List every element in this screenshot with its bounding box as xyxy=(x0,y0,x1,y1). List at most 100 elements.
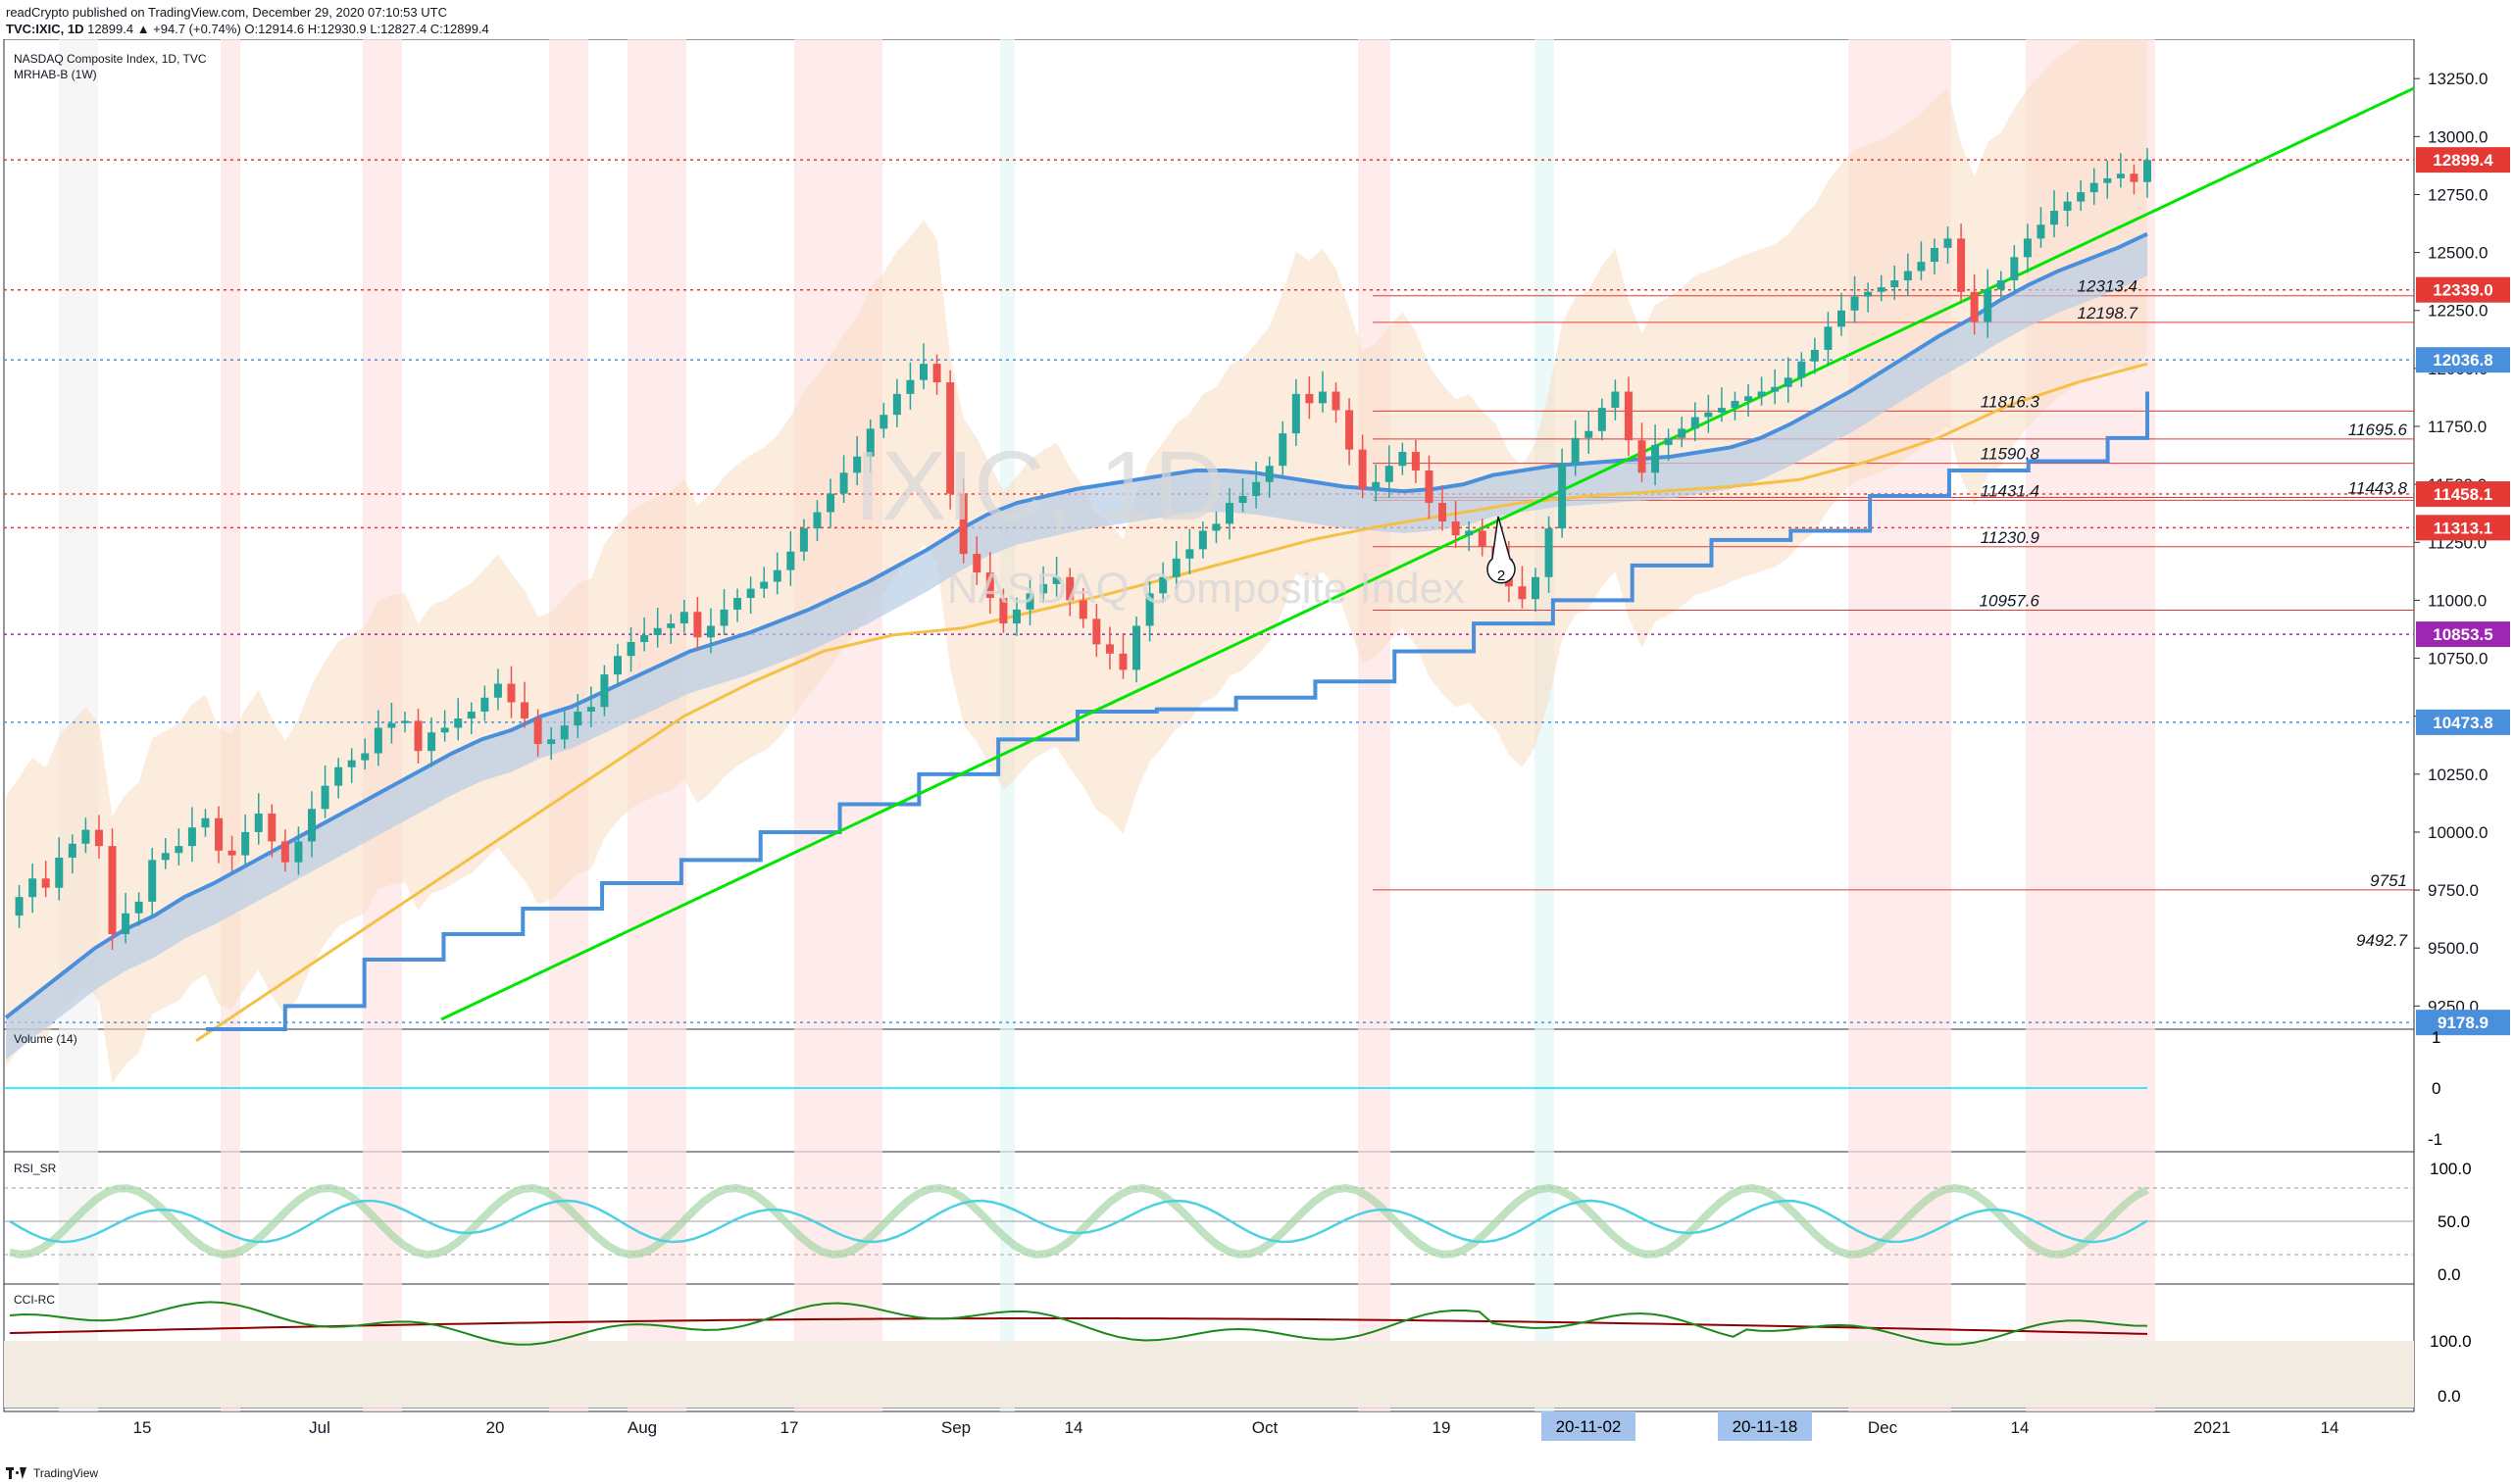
candle-body xyxy=(1744,396,1753,401)
candle-body xyxy=(268,814,277,842)
price-tag xyxy=(2416,1010,2510,1036)
candle-body xyxy=(1372,481,1381,489)
candle-body xyxy=(1532,576,1539,600)
candle-body xyxy=(1544,528,1553,577)
rsi-signal-line xyxy=(9,1199,2148,1244)
time-tick-label: 19 xyxy=(1433,1418,1451,1437)
symbol-label: TVC:IXIC, 1D xyxy=(6,22,84,36)
level-labels: 12313.4 12198.7 11816.3 11695.6 11590.8 11443… xyxy=(1980,277,2408,950)
candle-body xyxy=(1917,262,1926,272)
candle-body xyxy=(41,878,50,888)
highlight-band xyxy=(221,39,240,1411)
chart-canvas[interactable]: IXIC, 1D NASDAQ Composite Index 2 NASDAQ… xyxy=(0,39,2514,1451)
publish-info: readCrypto published on TradingView.com,… xyxy=(6,5,447,20)
pane-borders xyxy=(3,39,2415,1412)
candle-body xyxy=(1185,549,1194,559)
candle-body xyxy=(1850,296,1859,311)
rsi-tick-50: 50.0 xyxy=(2438,1212,2470,1231)
candle-body xyxy=(1145,593,1154,626)
price-tick-label: 12750.0 xyxy=(2428,185,2488,204)
time-tick-label: 2021 xyxy=(2193,1418,2231,1437)
level-label: 9492.7 xyxy=(2356,931,2408,950)
candle-body xyxy=(15,897,24,916)
candle-body xyxy=(94,829,103,847)
candle-body xyxy=(1252,481,1261,496)
candle-body xyxy=(1119,653,1128,670)
candle-body xyxy=(973,554,981,573)
candle-body xyxy=(1384,466,1393,482)
ohlc-values: 12899.4 ▲ +94.7 (+0.74%) O:12914.6 H:129… xyxy=(87,22,489,36)
candle-body xyxy=(1238,495,1247,504)
candle-body xyxy=(440,727,449,733)
trendline[interactable] xyxy=(440,86,2415,1021)
candle-body xyxy=(866,428,875,457)
highlight-band xyxy=(1534,39,1554,1411)
candle-body xyxy=(1465,530,1474,536)
candle-body xyxy=(574,711,582,726)
candle-body xyxy=(773,569,781,582)
cci-tick-100: 100.0 xyxy=(2430,1332,2472,1351)
time-tick-label: Jul xyxy=(309,1418,330,1437)
price-tick-label: 10000.0 xyxy=(2428,823,2488,842)
candle-body xyxy=(560,725,569,740)
candle-body xyxy=(2050,211,2059,225)
candle-body xyxy=(1518,586,1527,600)
candle-body xyxy=(2077,192,2086,202)
price-tag xyxy=(2416,515,2510,541)
candle-body xyxy=(1132,625,1141,670)
level-label: 10957.6 xyxy=(1980,591,2040,610)
candle-body xyxy=(308,809,316,842)
candle-body xyxy=(374,727,382,754)
candle-body xyxy=(1996,279,2005,290)
level-label: 11230.9 xyxy=(1981,528,2040,547)
candle-body xyxy=(1159,576,1168,594)
candle-body xyxy=(733,598,742,610)
candle-body xyxy=(813,512,822,529)
candle-body xyxy=(920,364,928,380)
candle-body xyxy=(1305,393,1314,404)
rsi-pane-title: RSI_SR xyxy=(14,1162,57,1175)
candle-body xyxy=(1226,503,1233,524)
candle-body xyxy=(1837,310,1845,327)
candle-body xyxy=(1877,287,1886,292)
volume-pane: 1 0 -1 xyxy=(4,1028,2442,1149)
candle-body xyxy=(1012,609,1021,624)
candle-body xyxy=(2010,257,2019,280)
candle-body xyxy=(786,551,795,570)
candle-body xyxy=(1664,437,1673,445)
candle-body xyxy=(1957,238,1966,292)
candle-body xyxy=(493,683,502,698)
time-axis[interactable]: 15 Jul 20 Aug 17 Sep 14 Oct 19 Dec 14 2021 14 xyxy=(133,1418,2339,1437)
price-tag xyxy=(2416,347,2510,373)
candle-body xyxy=(2063,201,2072,212)
rsi-tick-100: 100.0 xyxy=(2430,1160,2472,1178)
candle-body xyxy=(653,627,662,635)
candle-body xyxy=(122,913,130,935)
candle-body xyxy=(547,739,556,745)
candle-body xyxy=(2116,173,2125,178)
candle-body xyxy=(1172,558,1181,577)
watermark-symbol: IXIC, 1D xyxy=(854,431,1225,541)
candle-body xyxy=(1265,466,1274,482)
candle-body xyxy=(827,493,835,513)
price-tag xyxy=(2416,276,2510,303)
price-tag-label: 12339.0 xyxy=(2433,281,2492,300)
candle-body xyxy=(1451,520,1460,536)
volume-tick-0: 0 xyxy=(2432,1079,2440,1098)
candle-body xyxy=(215,817,224,851)
candle-body xyxy=(1398,452,1407,467)
candle-body xyxy=(1279,433,1287,467)
candle-body xyxy=(294,841,303,863)
candle-body xyxy=(1864,291,1873,297)
highlight-bands xyxy=(59,39,2155,1411)
candle-body xyxy=(1970,291,1979,322)
candle-body xyxy=(2143,160,2151,182)
candle-body xyxy=(521,702,529,719)
candle-body xyxy=(1930,247,1938,263)
candle-body xyxy=(586,707,595,712)
annotation-callout[interactable]: 2 xyxy=(1486,516,1516,584)
candles xyxy=(15,147,2151,951)
step-stop-line xyxy=(206,391,2149,1031)
price-tag-label: 11313.1 xyxy=(2434,519,2493,537)
price-tag-label: 12036.8 xyxy=(2433,351,2492,370)
